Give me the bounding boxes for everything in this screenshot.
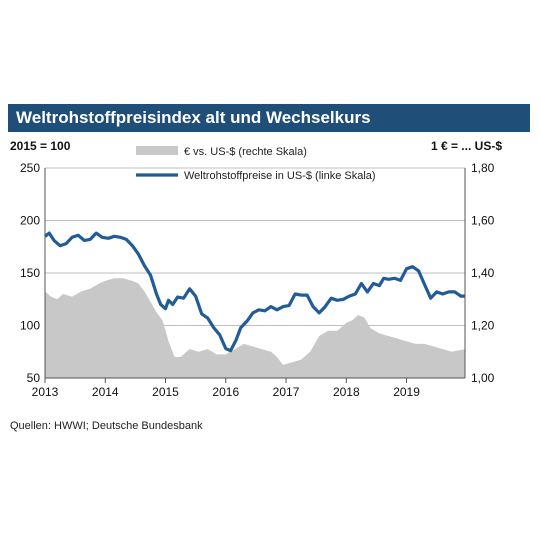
right-axis-unit: 1 € = ... US-$	[430, 139, 502, 153]
x-tick-label: 2016	[212, 385, 239, 399]
commodity-price-line	[44, 231, 465, 353]
legend-label-eur-usd: € vs. US-$ (rechte Skala)	[184, 146, 307, 158]
chart-title: Weltrohstoffpreisindex alt und Wechselku…	[8, 104, 530, 132]
x-tick-label: 2019	[393, 385, 420, 399]
axes: 250 200 150 100 50 1,80 1,60 1,40 1,20 1,00 2013 20…	[20, 161, 495, 399]
x-tick-label: 2015	[152, 385, 179, 399]
legend-swatch-eur-usd	[136, 146, 178, 155]
source-note: Quellen: HWWI; Deutsche Bundesbank	[10, 420, 203, 432]
x-tick-label: 2013	[32, 385, 59, 399]
x-tick-label: 2017	[273, 385, 300, 399]
y-left-tick-label: 100	[20, 319, 40, 333]
y-right-tick-label: 1,20	[471, 319, 495, 333]
legend-label-commodity: Weltrohstoffpreise in US-$ (linke Skala)	[184, 170, 376, 182]
y-left-tick-label: 150	[20, 266, 40, 280]
x-tick-label: 2018	[333, 385, 360, 399]
legend: € vs. US-$ (rechte Skala) Weltrohstoffpr…	[136, 146, 376, 182]
y-right-tick-label: 1,40	[471, 266, 495, 280]
eur-usd-area	[45, 278, 465, 378]
left-axis-unit: 2015 = 100	[10, 139, 71, 153]
y-left-tick-label: 50	[27, 371, 41, 385]
y-left-tick-label: 200	[20, 214, 40, 228]
x-tick-label: 2014	[92, 385, 119, 399]
y-right-tick-label: 1,80	[471, 161, 495, 175]
y-left-tick-label: 250	[20, 161, 40, 175]
y-right-tick-label: 1,00	[471, 371, 495, 385]
y-right-tick-label: 1,60	[471, 214, 495, 228]
